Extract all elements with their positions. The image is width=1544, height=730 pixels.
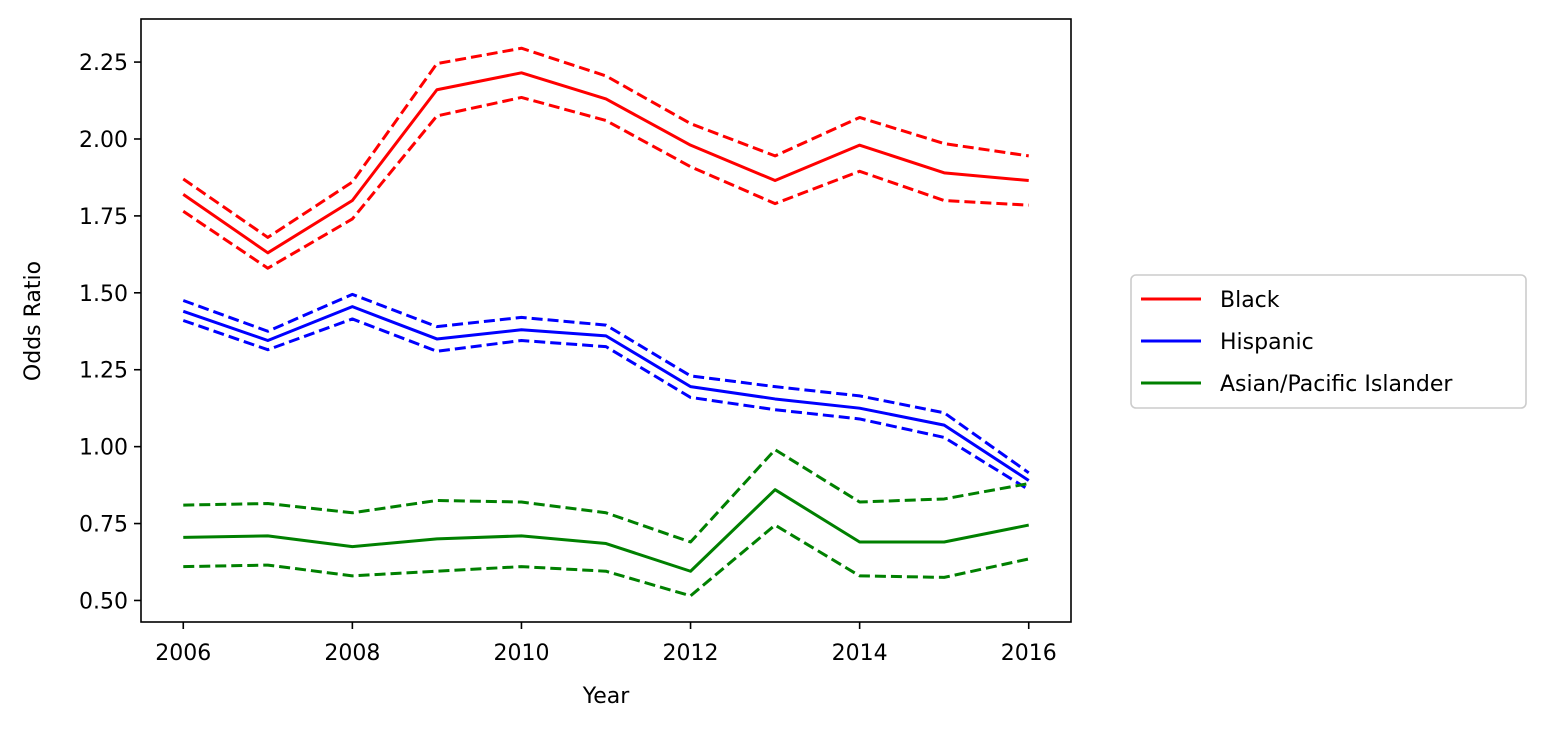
asian-pacific-islander-estimate-line [183, 490, 1028, 572]
y-tick-label: 1.75 [79, 205, 128, 230]
x-tick-label: 2014 [832, 641, 888, 666]
y-axis: 0.50 0.75 1.00 1.25 1.50 1.75 2.00 2.25 [79, 51, 141, 614]
x-axis: 2006 2008 2010 2012 2014 2016 [155, 622, 1056, 666]
x-axis-label: Year [582, 684, 631, 709]
asian-pacific-islander-upper-bound-line [183, 450, 1028, 542]
x-tick-label: 2012 [663, 641, 719, 666]
y-tick-label: 1.25 [79, 359, 128, 384]
x-tick-label: 2008 [324, 641, 380, 666]
asian-pacific-islander-lower-bound-line [183, 525, 1028, 596]
black-estimate-line [183, 73, 1028, 253]
y-tick-label: 2.00 [79, 128, 128, 153]
x-tick-label: 2010 [493, 641, 549, 666]
hispanic-upper-bound-line [183, 294, 1028, 472]
plot-frame [141, 19, 1071, 622]
legend-label-asian-pacific-islander: Asian/Pacific Islander [1220, 372, 1453, 397]
hispanic-estimate-line [183, 307, 1028, 481]
y-tick-label: 1.00 [79, 436, 128, 461]
y-axis-label: Odds Ratio [21, 261, 46, 381]
black-lower-bound-line [183, 97, 1028, 268]
legend-label-black: Black [1220, 288, 1280, 313]
y-tick-label: 1.50 [79, 282, 128, 307]
y-tick-label: 0.50 [79, 589, 128, 614]
plot-lines [183, 48, 1028, 596]
legend-label-hispanic: Hispanic [1220, 330, 1314, 355]
x-tick-label: 2016 [1001, 641, 1057, 666]
x-tick-label: 2006 [155, 641, 211, 666]
y-tick-label: 0.75 [79, 513, 128, 538]
legend: Black Hispanic Asian/Pacific Islander [1131, 275, 1526, 408]
black-upper-bound-line [183, 48, 1028, 237]
y-tick-label: 2.25 [79, 51, 128, 76]
